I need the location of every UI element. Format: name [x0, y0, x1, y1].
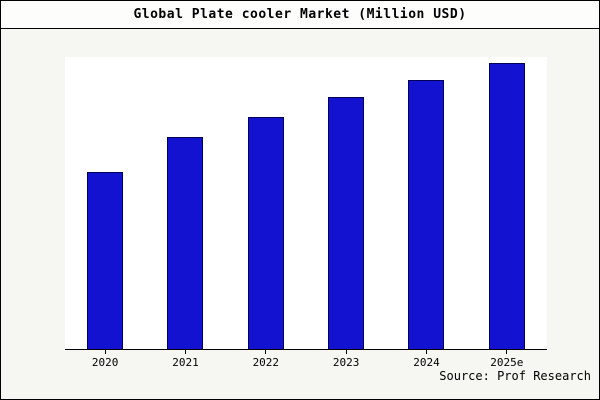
source-annotation: Source: Prof Research [439, 369, 591, 383]
bar-slot-2025e [467, 57, 547, 349]
tick-mark-icon [425, 350, 427, 354]
tick-mark-icon [265, 350, 267, 354]
bar-2025e [488, 62, 525, 349]
x-tick-label-2023: 2023 [332, 356, 360, 369]
tick-mark-icon [104, 350, 106, 354]
bar-slot-2021 [145, 57, 225, 349]
x-tick-label-2025e: 2025e [490, 356, 524, 369]
tick-mark-icon [345, 350, 347, 354]
x-tick-2020: 2020 [65, 350, 145, 369]
x-tick-label-2022: 2022 [252, 356, 280, 369]
bar-slot-2024 [386, 57, 466, 349]
plot-area [65, 57, 547, 350]
bar-2021 [167, 137, 204, 349]
x-tick-label-2021: 2021 [172, 356, 199, 369]
bar-2020 [87, 171, 124, 349]
x-tick-2024: 2024 [386, 350, 466, 369]
bar-2023 [328, 97, 365, 349]
chart-title-bar: Global Plate cooler Market (Million USD) [1, 1, 599, 29]
x-tick-2022: 2022 [226, 350, 306, 369]
x-axis-labels: 2020 2021 2022 2023 2024 2025e [65, 350, 547, 369]
x-tick-2023: 2023 [306, 350, 386, 369]
bar-slot-2023 [306, 57, 386, 349]
x-tick-label-2020: 2020 [91, 356, 119, 369]
tick-mark-icon [184, 350, 186, 354]
x-tick-label-2024: 2024 [413, 356, 440, 369]
x-tick-2021: 2021 [145, 350, 225, 369]
bar-slot-2020 [65, 57, 145, 349]
chart-title: Global Plate cooler Market (Million USD) [133, 7, 467, 22]
bar-2022 [247, 117, 284, 349]
bar-2024 [408, 79, 445, 349]
tick-mark-icon [506, 350, 508, 354]
bar-slot-2022 [226, 57, 306, 349]
x-tick-2025e: 2025e [467, 350, 547, 369]
